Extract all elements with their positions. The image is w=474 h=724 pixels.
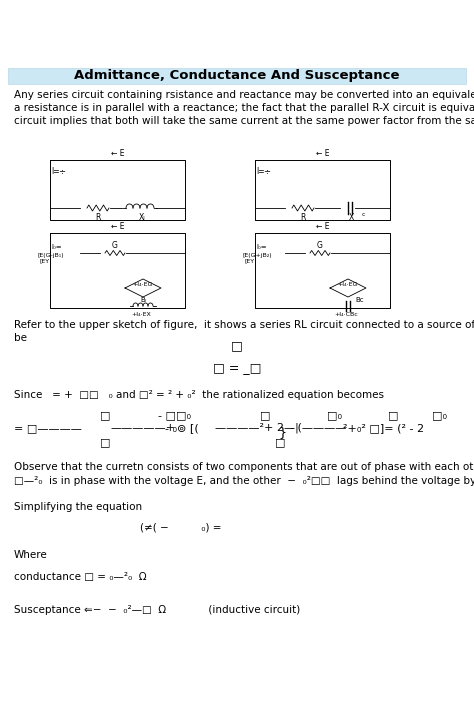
- Text: Refer to the upper sketch of figure,  it shows a series RL circuit connected to : Refer to the upper sketch of figure, it …: [14, 320, 474, 343]
- Text: (≠( −          ₀) =: (≠( − ₀) =: [140, 522, 221, 532]
- Text: Since   = +  □□   ₀ and □² = ² + ₀²  the rationalized equation becomes: Since = + □□ ₀ and □² = ² + ₀² the ratio…: [14, 390, 384, 400]
- Text: □₀: □₀: [328, 410, 343, 420]
- Text: [EY: [EY: [245, 258, 255, 264]
- Text: ————²+ 2—|: ————²+ 2—|: [215, 423, 299, 433]
- Text: Any series circuit containing rsistance and reactance may be converted into an e: Any series circuit containing rsistance …: [14, 90, 474, 127]
- Text: Bₗ: Bₗ: [140, 297, 146, 303]
- Text: - □□₀: - □□₀: [158, 410, 191, 420]
- Text: □: □: [275, 437, 285, 447]
- Text: +I₄·EG: +I₄·EG: [338, 282, 358, 287]
- Text: ← E: ← E: [316, 149, 329, 158]
- Text: ← E: ← E: [111, 149, 124, 158]
- Text: —————+: —————+: [110, 423, 175, 433]
- Text: I₀=: I₀=: [256, 244, 266, 250]
- Text: □: □: [388, 410, 398, 420]
- Text: Xₗ: Xₗ: [139, 214, 146, 222]
- Text: I=: I=: [51, 167, 60, 177]
- Text: +I₄·CBᴄ: +I₄·CBᴄ: [334, 311, 358, 316]
- Text: □—²₀  is in phase with the voltage E, and the other  −  ₀²□□  lags behind the vo: □—²₀ is in phase with the voltage E, and…: [14, 476, 474, 486]
- Text: - ₀⊚ [(: - ₀⊚ [(: [165, 423, 199, 433]
- Text: ÷: ÷: [58, 167, 65, 177]
- Text: }: }: [278, 426, 286, 439]
- Text: R: R: [95, 214, 100, 222]
- Text: ← E: ← E: [111, 222, 124, 231]
- Text: ÷: ÷: [263, 167, 270, 177]
- Text: conductance □ = ₀—²₀  Ω: conductance □ = ₀—²₀ Ω: [14, 572, 146, 582]
- Text: Bᴄ: Bᴄ: [355, 297, 364, 303]
- Text: +I₄·EX: +I₄·EX: [131, 311, 151, 316]
- Text: ← E: ← E: [316, 222, 329, 231]
- Text: Admittance, Conductance And Susceptance: Admittance, Conductance And Susceptance: [74, 70, 400, 83]
- Text: ²+₀² □]= (² - 2: ²+₀² □]= (² - 2: [343, 423, 424, 433]
- Text: - (————: - (————: [290, 423, 346, 433]
- Text: □₀: □₀: [432, 410, 447, 420]
- Text: R: R: [301, 214, 306, 222]
- Text: □: □: [231, 339, 243, 352]
- Text: Where: Where: [14, 550, 48, 560]
- Text: = □————: = □————: [14, 423, 82, 433]
- Text: G: G: [112, 240, 118, 250]
- Text: □: □: [260, 410, 270, 420]
- Text: I₀=: I₀=: [51, 244, 62, 250]
- Text: [E(G+jB₂): [E(G+jB₂): [243, 253, 273, 258]
- Text: Susceptance ⇐−  −  ₀²—□  Ω             (inductive circuit): Susceptance ⇐− − ₀²—□ Ω (inductive circu…: [14, 605, 300, 615]
- Text: □ = _□: □ = _□: [213, 361, 261, 374]
- Text: □: □: [100, 437, 110, 447]
- Text: [E(G-jB₁): [E(G-jB₁): [38, 253, 64, 258]
- Text: G: G: [317, 240, 323, 250]
- Text: [EY: [EY: [40, 258, 50, 264]
- FancyBboxPatch shape: [8, 68, 466, 84]
- Text: Observe that the curretn consists of two components that are out of phase with e: Observe that the curretn consists of two…: [14, 462, 474, 472]
- Text: c: c: [362, 211, 365, 216]
- Text: I=: I=: [256, 167, 264, 177]
- Text: X⁣: X⁣: [349, 214, 355, 222]
- Text: Simplifying the equation: Simplifying the equation: [14, 502, 142, 512]
- Text: +I₄·EG: +I₄·EG: [133, 282, 153, 287]
- Text: □: □: [100, 410, 110, 420]
